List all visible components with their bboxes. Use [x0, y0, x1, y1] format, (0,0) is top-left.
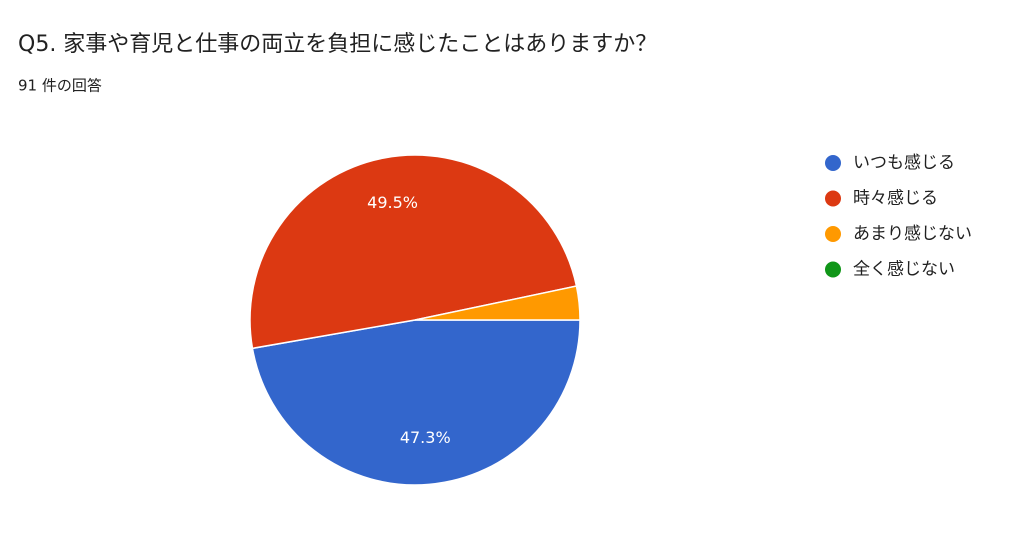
chart-subtitle: 91 件の回答 [18, 77, 102, 95]
pie-slice [249, 154, 578, 350]
legend-swatch [825, 155, 841, 171]
legend-label: いつも感じる [853, 153, 955, 173]
legend-swatch [825, 190, 841, 207]
legend-swatch [825, 226, 841, 242]
chart-title: Q5. 家事や育児と仕事の両立を負担に感じたことはありますか？ [18, 32, 657, 57]
pie-slice [414, 285, 581, 321]
slice-label: 49.5% [367, 193, 418, 212]
legend-swatch [825, 261, 841, 278]
slice-label: 47.3% [400, 428, 451, 447]
pie-slice [251, 319, 581, 486]
legend-label: 時々感じる [853, 189, 938, 209]
legend-label: あまり感じない [853, 224, 972, 244]
legend-label: 全く感じない [853, 260, 955, 280]
